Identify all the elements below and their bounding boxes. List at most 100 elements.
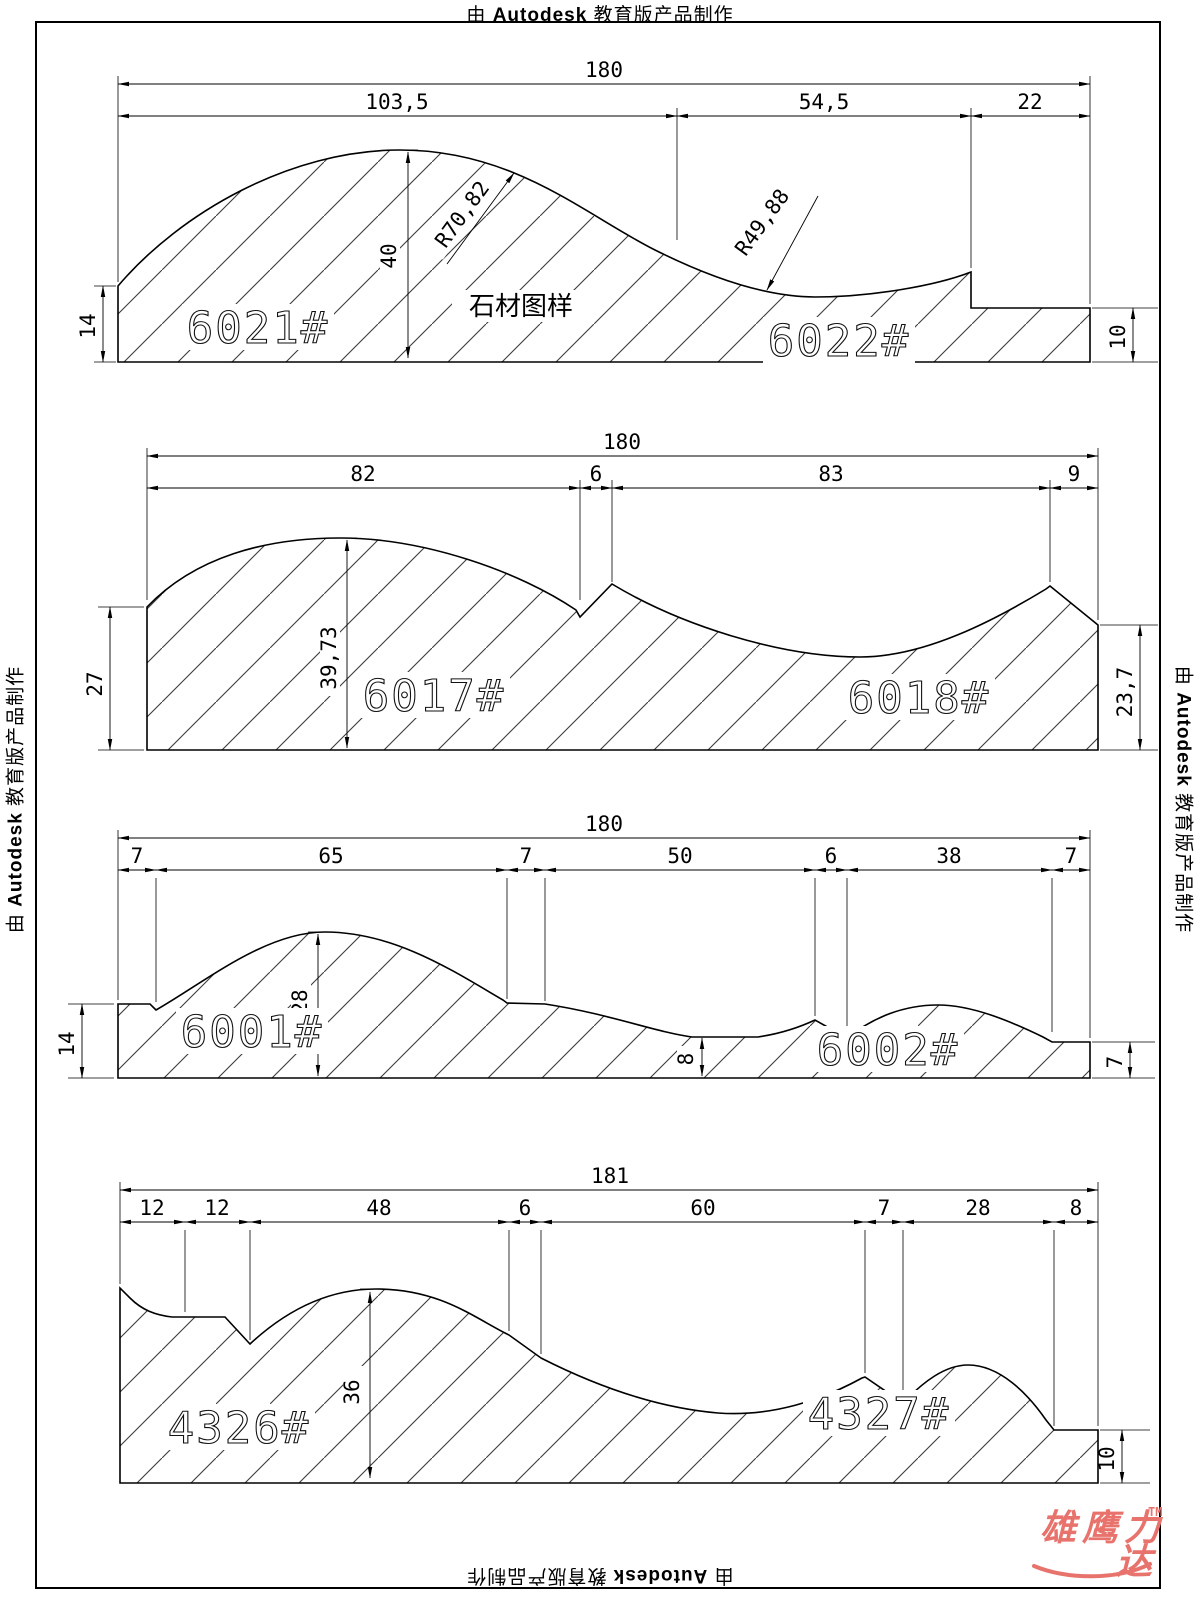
svg-text:R49,88: R49,88 <box>730 185 794 260</box>
dim-left-height: 27 <box>83 671 107 696</box>
svg-text:7: 7 <box>1103 1056 1127 1069</box>
label-mask <box>163 1404 315 1450</box>
svg-text:14: 14 <box>55 1031 79 1056</box>
extension-lines <box>68 830 1155 1079</box>
label-mask <box>358 672 510 718</box>
svg-text:40: 40 <box>377 243 401 268</box>
border-text-suffix: 教育版产品制作 <box>593 5 734 26</box>
dim-segment: 9 <box>1068 462 1081 486</box>
material-note: 石材图样 <box>469 292 573 322</box>
drawing-border-frame <box>35 21 1161 1589</box>
label-mask <box>176 1008 328 1054</box>
dim-right-height: 10 <box>1106 324 1130 349</box>
dim-segment: 7 <box>131 844 144 868</box>
svg-text:10: 10 <box>1095 1446 1119 1471</box>
dim-segment: 38 <box>936 844 961 868</box>
border-text-suffix: 教育版产品制作 <box>5 665 27 806</box>
autodesk-brand: Autodesk <box>1172 692 1194 787</box>
svg-text:39,73: 39,73 <box>317 626 341 689</box>
dim-segment: 103,5 <box>365 90 428 114</box>
svg-text:14: 14 <box>76 313 100 338</box>
dim-segment: 7 <box>1065 844 1078 868</box>
dim-total-width: 181 <box>591 1164 629 1188</box>
label-mask <box>803 1390 955 1436</box>
dimension-lines <box>119 1187 1125 1484</box>
trademark-symbol: TM <box>1148 1505 1162 1519</box>
dim-segment: 48 <box>366 1196 391 1220</box>
border-text-prefix: 由 <box>1172 665 1194 686</box>
dim-peak-height: 39,73 <box>317 620 341 696</box>
dim-segment: 12 <box>139 1196 164 1220</box>
autodesk-brand: Autodesk <box>612 1565 708 1586</box>
profile-6017-6018: 180 82 6 83 9 39,73 27 23,7 6017# 6018# <box>83 430 1158 751</box>
dim-segment: 6 <box>519 1196 532 1220</box>
border-text-prefix: 由 <box>5 913 27 934</box>
part-number-right: 4327# <box>808 1389 950 1440</box>
dim-segment: 12 <box>204 1196 229 1220</box>
dim-segment: 83 <box>818 462 843 486</box>
dim-peak-height: 36 <box>340 1366 364 1418</box>
dim-segment: 22 <box>1017 90 1042 114</box>
dimension-lines <box>79 835 1133 1079</box>
dim-total-width: 180 <box>603 430 641 454</box>
dim-segment: 8 <box>1070 1196 1083 1220</box>
profile-6021-6022: 180 103,5 54,5 22 40 14 10 R70,82 R49,88 <box>76 58 1158 368</box>
label-mask <box>763 317 915 363</box>
dim-right-height: 23,7 <box>1113 667 1137 718</box>
logo-underline-swoosh <box>1032 1562 1152 1579</box>
svg-text:10: 10 <box>1106 324 1130 349</box>
dim-segment: 65 <box>318 844 343 868</box>
extension-lines <box>94 76 1158 363</box>
dim-segment: 60 <box>690 1196 715 1220</box>
autodesk-brand: Autodesk <box>492 5 588 26</box>
svg-text:36: 36 <box>340 1379 364 1404</box>
dim-trough-height: 8 <box>674 1046 698 1072</box>
border-text-right: 由 Autodesk 教育版产品制作 <box>1172 540 1199 1060</box>
dim-right-height: 7 <box>1103 1056 1127 1069</box>
extension-lines <box>119 1182 1150 1484</box>
extension-lines <box>98 448 1158 751</box>
molding-cross-section <box>117 149 1091 363</box>
label-mask <box>182 304 334 350</box>
dim-segment: 6 <box>590 462 603 486</box>
dim-segment: 7 <box>878 1196 891 1220</box>
label-mask <box>843 674 995 720</box>
dim-radius-right: R49,88 <box>725 179 799 268</box>
autodesk-brand: Autodesk <box>5 812 27 907</box>
border-text-bottom: 由 Autodesk 教育版产品制作 <box>0 1564 1200 1591</box>
part-number-left: 6021# <box>187 303 329 354</box>
dimension-lines <box>100 81 1136 363</box>
logo-text-main: 雄鹰力 <box>1040 1507 1166 1549</box>
border-text-prefix: 由 <box>466 5 487 26</box>
part-number-right: 6002# <box>817 1025 959 1076</box>
svg-text:23,7: 23,7 <box>1113 667 1137 718</box>
part-number-right: 6018# <box>848 673 990 724</box>
dim-segment: 7 <box>520 844 533 868</box>
dim-segment: 6 <box>825 844 838 868</box>
part-number-left: 6017# <box>363 671 505 722</box>
border-text-suffix: 教育版产品制作 <box>466 1565 607 1586</box>
label-mask <box>812 1026 964 1072</box>
dimension-lines <box>107 453 1143 751</box>
part-number-left: 4326# <box>168 1403 310 1454</box>
svg-text:8: 8 <box>674 1053 698 1066</box>
dim-segment: 28 <box>965 1196 990 1220</box>
dim-segment: 54,5 <box>799 90 850 114</box>
profile-6001-6002: 180 7 65 7 50 6 38 7 28 14 8 7 6001# <box>55 812 1155 1079</box>
border-text-top: 由 Autodesk 教育版产品制作 <box>0 0 1200 27</box>
dim-peak-height: 40 <box>377 230 401 282</box>
dim-total-width: 180 <box>585 812 623 836</box>
dim-right-height: 10 <box>1095 1446 1119 1471</box>
part-number-left: 6001# <box>181 1007 323 1058</box>
dim-left-height: 14 <box>55 1031 79 1056</box>
logo-text-second: 达 <box>1116 1541 1157 1583</box>
border-text-prefix: 由 <box>713 1565 734 1586</box>
border-text-suffix: 教育版产品制作 <box>1172 793 1194 934</box>
dim-segment: 50 <box>667 844 692 868</box>
dim-left-height: 14 <box>76 313 100 338</box>
dim-segment: 82 <box>350 462 375 486</box>
border-text-left: 由 Autodesk 教育版产品制作 <box>1 540 28 1060</box>
profile-4326-4327: 181 12 12 48 6 60 7 28 8 36 10 4326# 432… <box>119 1164 1150 1484</box>
